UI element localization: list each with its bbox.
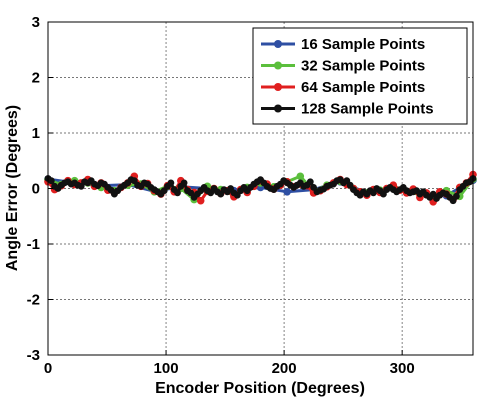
y-tick-label: -2 <box>27 292 40 309</box>
data-point <box>296 172 305 181</box>
data-point <box>47 177 55 185</box>
y-tick-label: 2 <box>32 70 40 87</box>
legend-swatch-marker <box>274 40 282 48</box>
x-tick-label: 0 <box>44 360 52 377</box>
legend-label: 16 Sample Points <box>301 36 425 53</box>
y-tick-label: 1 <box>32 125 40 142</box>
data-point <box>180 179 188 187</box>
data-point <box>453 192 460 200</box>
y-tick-label: 0 <box>32 181 40 198</box>
y-axis-label: Angle Error (Degrees) <box>4 105 21 271</box>
legend-swatch-marker <box>274 61 282 70</box>
y-tick-label: -1 <box>27 236 40 253</box>
legend-item: 32 Sample Points <box>261 58 425 75</box>
legend-label: 128 Sample Points <box>301 101 434 118</box>
data-point <box>283 188 291 196</box>
x-tick-label: 300 <box>390 360 415 377</box>
legend-item: 64 Sample Points <box>261 79 425 96</box>
data-point <box>196 196 205 205</box>
legend-item: 16 Sample Points <box>261 36 425 53</box>
legend-label: 64 Sample Points <box>301 79 425 96</box>
x-tick-label: 100 <box>154 360 179 377</box>
data-series <box>44 170 477 206</box>
x-tick-label: 200 <box>272 360 297 377</box>
legend-label: 32 Sample Points <box>301 58 425 75</box>
legend-swatch-marker <box>274 104 282 113</box>
legend: 16 Sample Points 32 Sample Points 64 Sampl… <box>252 27 468 125</box>
axis-ticks: 0 100 200 300 -3 -2 -1 0 1 2 3 <box>27 14 415 377</box>
legend-swatch-marker <box>274 83 282 91</box>
y-tick-label: -3 <box>27 347 40 364</box>
y-tick-label: 3 <box>32 14 40 31</box>
series-4 <box>44 175 477 205</box>
data-point <box>174 189 181 197</box>
data-point <box>306 178 314 186</box>
data-point <box>167 179 175 187</box>
x-axis-label: Encoder Position (Degrees) <box>155 380 365 397</box>
legend-item: 128 Sample Points <box>261 101 434 118</box>
